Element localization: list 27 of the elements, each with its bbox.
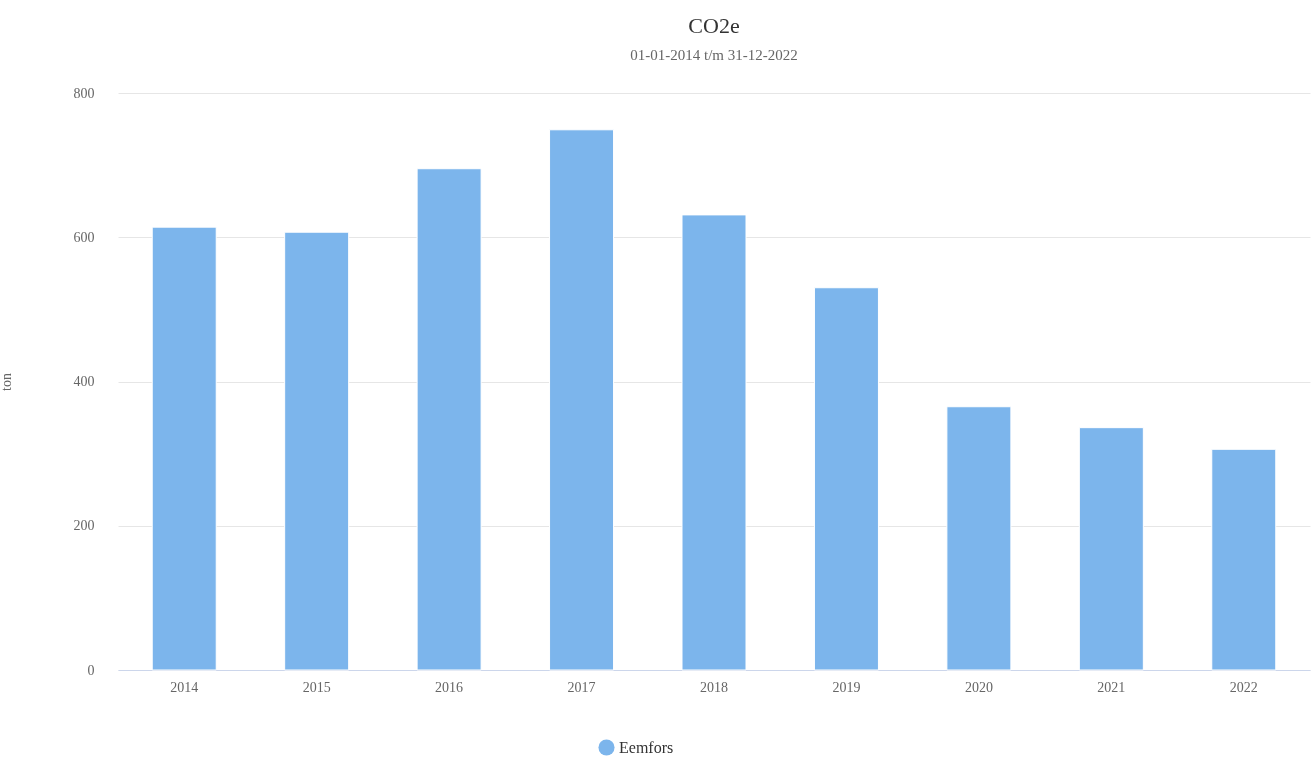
x-tick-label: 2022 xyxy=(1229,679,1258,695)
bar xyxy=(151,226,217,671)
legend-label: Eemfors xyxy=(619,738,674,756)
bar xyxy=(813,287,879,671)
chart-title: CO2e xyxy=(688,13,740,38)
x-tick-label: 2015 xyxy=(302,679,331,695)
x-tick-label: 2020 xyxy=(964,679,993,695)
x-tick-label: 2017 xyxy=(567,679,596,695)
bar xyxy=(681,214,747,671)
y-tick-label: 600 xyxy=(73,229,95,245)
x-tick-label: 2019 xyxy=(832,679,861,695)
bar xyxy=(549,129,615,671)
y-axis-title: ton xyxy=(0,373,14,391)
y-tick-label: 400 xyxy=(73,374,95,389)
x-tick-label: 2014 xyxy=(170,679,199,695)
bar xyxy=(284,231,350,671)
x-tick-label: 2016 xyxy=(435,679,464,695)
bar xyxy=(1078,427,1144,671)
chart-subtitle: 01-01-2014 t/m 31-12-2022 xyxy=(630,47,798,63)
bar xyxy=(1211,448,1277,671)
x-tick-label: 2021 xyxy=(1097,679,1126,695)
y-tick-label: 200 xyxy=(73,518,95,534)
y-tick-label: 0 xyxy=(87,662,95,678)
bar xyxy=(416,168,482,671)
y-tick-label: 800 xyxy=(73,85,95,101)
bar xyxy=(946,406,1012,671)
x-tick-label: 2018 xyxy=(700,679,728,695)
